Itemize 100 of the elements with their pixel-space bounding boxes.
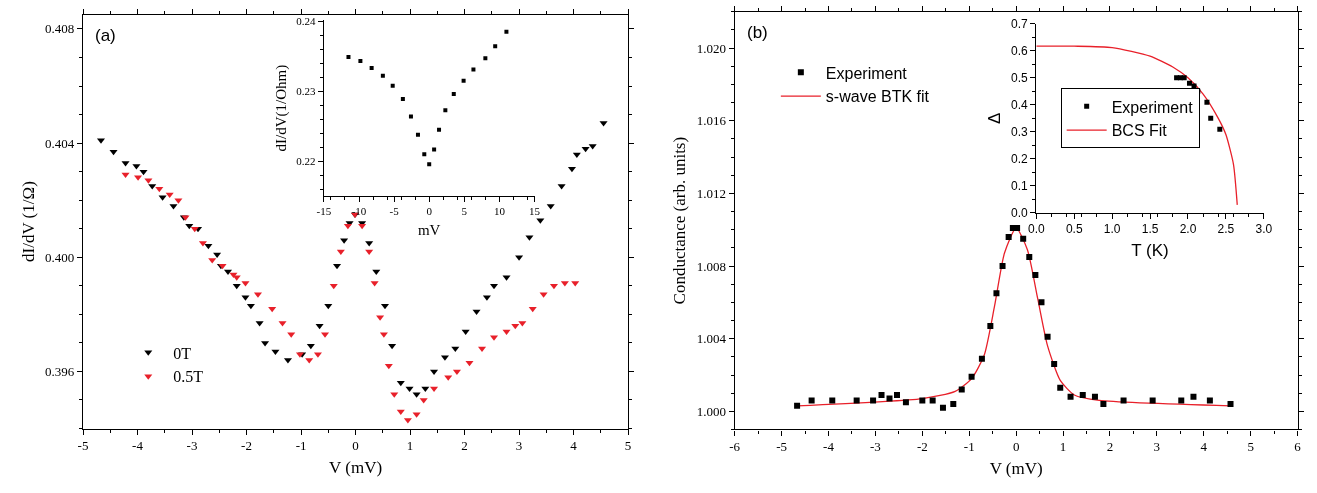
- y-axis-title: Δ: [984, 112, 1004, 125]
- y-tick-label: 1.020: [696, 40, 726, 56]
- x-tick-label: 0: [426, 205, 433, 218]
- point: [1181, 75, 1187, 81]
- point: [829, 397, 836, 404]
- point: [471, 67, 476, 72]
- x-tick-label: -2: [916, 439, 928, 455]
- legend-label: BCS Fit: [1111, 122, 1168, 140]
- x-tick-label: -5: [77, 438, 89, 454]
- point: [894, 391, 900, 398]
- point: [336, 249, 345, 256]
- point: [528, 306, 537, 313]
- point: [1191, 83, 1197, 89]
- point: [358, 59, 363, 64]
- y-tick-label: 1.012: [696, 185, 726, 201]
- x-tick-label: 0.0: [1027, 222, 1045, 237]
- x-tick-label: 3: [515, 438, 523, 454]
- point: [388, 343, 397, 350]
- legend-label: 0.5T: [173, 368, 204, 386]
- point: [443, 108, 448, 113]
- point: [432, 147, 437, 152]
- point: [1178, 397, 1185, 404]
- point: [1026, 253, 1033, 260]
- point: [993, 290, 1000, 297]
- point: [139, 169, 148, 176]
- point: [794, 402, 801, 409]
- point: [1079, 391, 1086, 398]
- point: [1227, 401, 1234, 408]
- legend-label: Experiment: [825, 64, 908, 82]
- point: [1032, 272, 1039, 279]
- x-tick-label: 1.5: [1141, 222, 1159, 237]
- x-tick-label: -15: [316, 205, 332, 218]
- annotation: (b): [747, 23, 768, 42]
- point: [369, 66, 374, 71]
- y-tick-label: 0.3: [1011, 125, 1029, 140]
- point: [958, 386, 965, 393]
- point: [999, 263, 1006, 270]
- point: [1038, 299, 1045, 306]
- point: [1014, 224, 1021, 231]
- x-axis-title: mV: [417, 222, 441, 239]
- y-tick-label: 0.1: [1011, 179, 1029, 194]
- point: [430, 386, 439, 393]
- annotation: (a): [95, 26, 116, 45]
- point: [1149, 397, 1156, 404]
- x-tick-label: -10: [351, 205, 367, 218]
- point: [902, 399, 909, 406]
- y-tick-label: 0.6: [1011, 43, 1029, 58]
- y-axis-title: Conductance (arb. units): [670, 136, 690, 305]
- x-axis-title: T (K): [1131, 240, 1169, 260]
- y-tick-label: 0.5: [1011, 71, 1029, 86]
- line-series: [1036, 45, 1238, 206]
- y-tick-label: 1.008: [696, 258, 726, 274]
- point: [493, 44, 498, 49]
- x-axis-title: V (mV): [329, 457, 383, 477]
- point: [400, 96, 405, 101]
- point: [978, 355, 985, 362]
- point: [870, 397, 877, 404]
- legend-label: s-wave BTK fit: [825, 88, 930, 106]
- x-tick-label: 5: [624, 438, 632, 454]
- point: [451, 346, 460, 353]
- point: [109, 149, 118, 156]
- point: [483, 56, 488, 61]
- x-tick-label: -3: [186, 438, 198, 454]
- point: [1044, 333, 1051, 340]
- point: [477, 346, 487, 353]
- point: [346, 54, 351, 59]
- x-tick-label: 15: [529, 205, 541, 218]
- point: [306, 343, 315, 350]
- x-tick-label: 4: [570, 438, 578, 454]
- y-tick-label: 0.404: [45, 135, 75, 151]
- point: [504, 29, 509, 34]
- point: [365, 249, 374, 256]
- point: [919, 397, 926, 404]
- point: [380, 73, 385, 78]
- point: [372, 269, 381, 276]
- point: [1186, 80, 1192, 86]
- point: [939, 404, 946, 411]
- x-tick-label: 10: [493, 205, 506, 218]
- point: [437, 127, 442, 132]
- y-axis-title: dI/dV(1/Ohm): [272, 64, 290, 152]
- x-tick-label: 6: [1294, 439, 1302, 455]
- y-tick-label: 1.004: [696, 331, 727, 347]
- point: [1091, 393, 1098, 400]
- x-tick-label: 4: [1200, 439, 1208, 455]
- x-tick-label: -2: [241, 438, 252, 454]
- point: [1120, 397, 1127, 404]
- point: [853, 397, 860, 404]
- x-tick-label: 0: [1012, 439, 1020, 455]
- point: [190, 226, 199, 233]
- point: [268, 306, 277, 313]
- point: [808, 397, 815, 404]
- x-tick-label: 0: [352, 438, 359, 454]
- point: [405, 386, 414, 393]
- point: [878, 391, 885, 398]
- point: [422, 152, 427, 157]
- y-axis-title: dI/dV (1/Ω): [18, 181, 38, 262]
- x-tick-label: 3.0: [1255, 222, 1273, 237]
- point: [384, 363, 393, 370]
- point: [415, 132, 420, 137]
- x-tick-label: -3: [870, 439, 881, 455]
